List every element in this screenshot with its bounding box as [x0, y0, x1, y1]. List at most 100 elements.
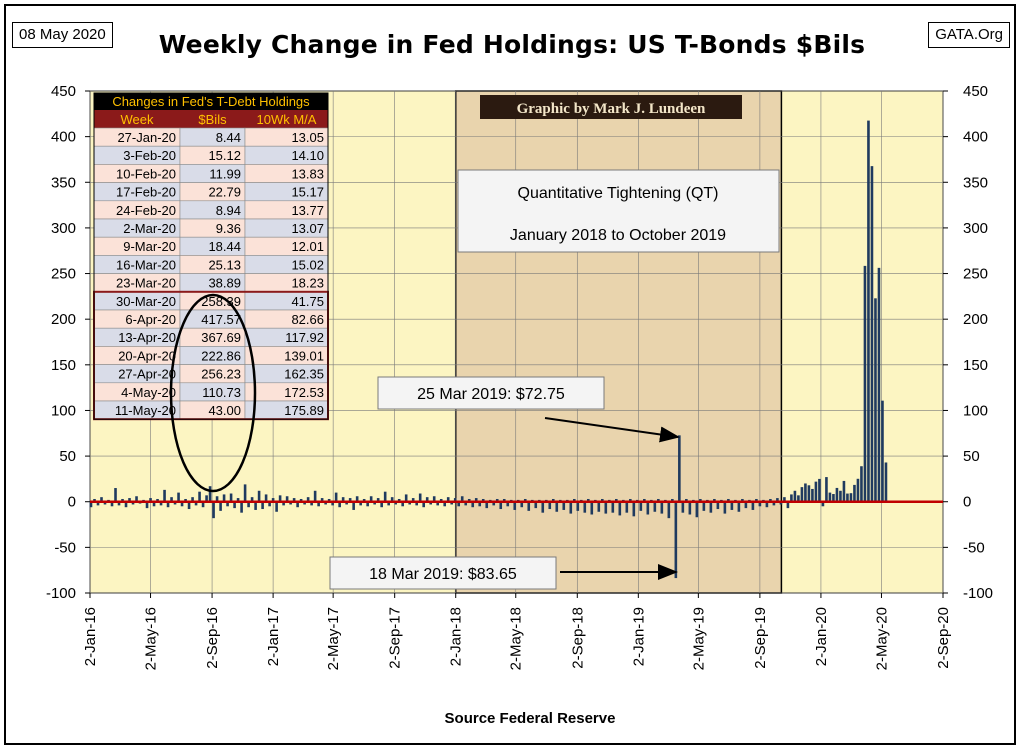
bar: [408, 501, 411, 505]
x-tick-label: 2-Sep-18: [569, 607, 586, 669]
x-tick-label: 2-Jan-16: [82, 607, 99, 666]
bar: [695, 501, 699, 518]
table-cell: 15.17: [291, 185, 324, 200]
bar: [390, 497, 394, 502]
bar: [117, 501, 121, 506]
x-tick-label: 2-May-20: [873, 607, 890, 670]
bar: [758, 501, 762, 507]
table-cell: 256.23: [201, 367, 241, 382]
bar: [492, 501, 496, 506]
table-cell: 13.07: [291, 221, 324, 236]
bar: [481, 498, 485, 502]
chart-title: Weekly Change in Fed Holdings: US T-Bond…: [158, 30, 866, 59]
bar: [534, 501, 538, 509]
table-cell: 222.86: [201, 348, 241, 363]
bar: [278, 495, 282, 502]
bar: [292, 498, 296, 502]
table-cell: 41.75: [291, 294, 324, 309]
bar: [551, 498, 555, 502]
bar: [769, 498, 772, 502]
bar: [261, 501, 264, 510]
bar: [166, 501, 170, 508]
bar: [303, 501, 306, 505]
table-cell: 8.44: [216, 130, 241, 145]
y-tick-label-right: 350: [963, 174, 988, 191]
bar: [324, 501, 327, 505]
y-tick-label-right: 450: [963, 83, 988, 100]
bar: [205, 495, 208, 502]
bar: [124, 501, 128, 508]
bar: [867, 120, 870, 502]
table-cell: 139.01: [284, 348, 324, 363]
bar: [660, 501, 664, 514]
y-tick-label-left: 300: [51, 220, 76, 237]
table-cell: 13.83: [291, 166, 324, 181]
y-tick-label-left: 50: [59, 448, 76, 465]
table-cell: 9-Mar-20: [123, 239, 176, 254]
bar: [341, 497, 345, 502]
bar: [275, 501, 278, 512]
bar: [187, 501, 191, 510]
bar: [320, 498, 324, 502]
table-cell: 14.10: [291, 148, 324, 163]
table-cell: 24-Feb-20: [116, 203, 176, 218]
y-tick-label-left: -100: [46, 585, 76, 602]
bar: [629, 498, 632, 502]
bar: [415, 501, 418, 506]
date-label: 08 May 2020: [12, 22, 113, 48]
table-cell: 4-May-20: [121, 385, 176, 400]
y-tick-label-left: 200: [51, 311, 76, 328]
table-cell: 18.23: [291, 276, 324, 291]
table-border: [93, 92, 329, 420]
table-cell: 367.69: [201, 330, 241, 345]
table-cell: 3-Feb-20: [123, 148, 176, 163]
bar: [450, 501, 454, 505]
qt-box: [457, 169, 780, 253]
table-cell: 175.89: [284, 403, 324, 418]
bar: [422, 501, 425, 508]
credit-box: [480, 95, 742, 119]
bar: [597, 501, 601, 512]
bar: [786, 501, 790, 509]
bar: [765, 501, 769, 508]
bar: [226, 501, 229, 507]
bar: [201, 501, 205, 508]
bar: [446, 497, 450, 502]
bar: [576, 501, 580, 511]
bar: [583, 501, 587, 513]
bar: [818, 478, 821, 502]
credit-text: Graphic by Mark J. Lundeen: [517, 101, 706, 117]
bar: [790, 494, 793, 502]
bar: [814, 481, 818, 502]
bar: [667, 501, 671, 519]
bar: [359, 501, 362, 506]
bar: [376, 498, 380, 502]
table-cell: 9.36: [216, 221, 241, 236]
y-tick-label-left: 100: [51, 402, 76, 419]
bar: [453, 498, 457, 502]
bar: [306, 497, 310, 502]
bar: [338, 501, 341, 508]
bar: [639, 501, 643, 511]
bar: [643, 498, 646, 502]
bar: [163, 489, 166, 502]
y-tick-label-right: 300: [963, 220, 988, 237]
bar: [807, 485, 811, 502]
bar: [846, 493, 849, 502]
bar: [755, 498, 758, 502]
table-cell: 162.35: [284, 367, 324, 382]
table-header-bg: [94, 110, 328, 128]
bar: [772, 501, 776, 506]
bar: [194, 501, 198, 506]
bar: [828, 492, 832, 502]
qt-region: [454, 90, 783, 594]
bar: [699, 498, 702, 502]
bar: [674, 501, 678, 579]
bar: [562, 501, 566, 510]
table-cell: 13.77: [291, 203, 324, 218]
table-cell: 30-Mar-20: [116, 294, 176, 309]
bar: [432, 496, 436, 502]
bar: [467, 498, 471, 502]
bar: [541, 501, 545, 513]
table-cell: 16-Mar-20: [116, 257, 176, 272]
